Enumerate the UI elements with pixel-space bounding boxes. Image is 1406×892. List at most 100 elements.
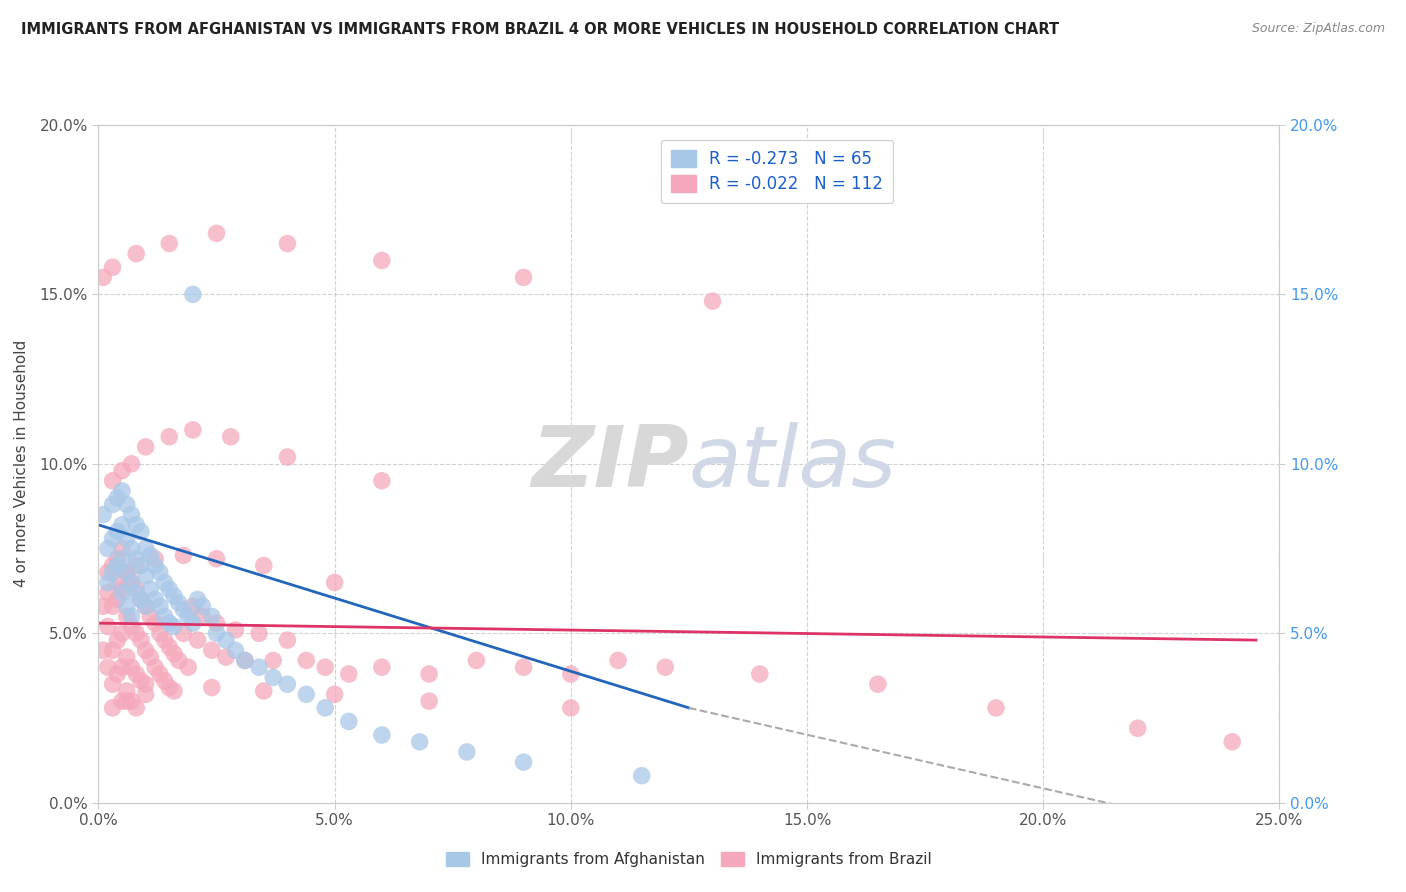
Point bbox=[177, 660, 200, 674]
Point bbox=[135, 599, 157, 614]
Point bbox=[337, 667, 360, 681]
Point bbox=[105, 575, 128, 590]
Text: Source: ZipAtlas.com: Source: ZipAtlas.com bbox=[1251, 22, 1385, 36]
Point bbox=[205, 626, 228, 640]
Point bbox=[748, 667, 770, 681]
Point bbox=[121, 619, 143, 633]
Point bbox=[125, 558, 148, 573]
Point bbox=[129, 592, 152, 607]
Point bbox=[253, 558, 276, 573]
Point bbox=[115, 532, 138, 546]
Point bbox=[101, 677, 124, 691]
Point bbox=[105, 491, 128, 505]
Point bbox=[97, 619, 120, 633]
Point bbox=[456, 745, 478, 759]
Y-axis label: 4 or more Vehicles in Household: 4 or more Vehicles in Household bbox=[14, 340, 28, 588]
Point bbox=[111, 585, 134, 599]
Point bbox=[111, 551, 134, 566]
Point bbox=[129, 633, 152, 648]
Point bbox=[181, 616, 204, 631]
Point bbox=[121, 457, 143, 471]
Point bbox=[167, 653, 190, 667]
Point bbox=[115, 609, 138, 624]
Point bbox=[105, 558, 128, 573]
Point bbox=[163, 589, 186, 603]
Point bbox=[181, 423, 204, 437]
Point bbox=[172, 602, 194, 616]
Point bbox=[139, 582, 162, 597]
Point bbox=[121, 575, 143, 590]
Point bbox=[135, 687, 157, 701]
Point bbox=[105, 633, 128, 648]
Point bbox=[149, 667, 172, 681]
Point bbox=[157, 640, 180, 654]
Point bbox=[97, 566, 120, 580]
Point bbox=[201, 609, 224, 624]
Point bbox=[97, 660, 120, 674]
Point bbox=[115, 684, 138, 698]
Point bbox=[97, 575, 120, 590]
Point bbox=[101, 260, 124, 275]
Point bbox=[172, 549, 194, 563]
Point bbox=[163, 619, 186, 633]
Point bbox=[371, 474, 394, 488]
Point bbox=[129, 524, 152, 539]
Point bbox=[276, 633, 298, 648]
Text: atlas: atlas bbox=[689, 422, 897, 506]
Point bbox=[224, 643, 246, 657]
Point bbox=[91, 508, 114, 522]
Point bbox=[101, 599, 124, 614]
Point bbox=[630, 769, 652, 783]
Point bbox=[101, 566, 124, 580]
Point bbox=[135, 677, 157, 691]
Point bbox=[149, 626, 172, 640]
Point bbox=[607, 653, 630, 667]
Point bbox=[111, 694, 134, 708]
Point bbox=[323, 687, 346, 701]
Point bbox=[121, 609, 143, 624]
Point bbox=[247, 626, 270, 640]
Point bbox=[191, 599, 214, 614]
Point bbox=[139, 609, 162, 624]
Point bbox=[121, 694, 143, 708]
Point bbox=[121, 575, 143, 590]
Point bbox=[201, 681, 224, 695]
Point bbox=[560, 667, 582, 681]
Point bbox=[276, 450, 298, 464]
Point bbox=[702, 294, 724, 309]
Point bbox=[181, 287, 204, 301]
Point bbox=[139, 650, 162, 665]
Point bbox=[111, 626, 134, 640]
Point bbox=[125, 551, 148, 566]
Point bbox=[135, 599, 157, 614]
Point bbox=[984, 701, 1007, 715]
Point bbox=[215, 650, 238, 665]
Point bbox=[149, 599, 172, 614]
Point bbox=[115, 566, 138, 580]
Point bbox=[314, 701, 336, 715]
Point bbox=[560, 701, 582, 715]
Point bbox=[323, 575, 346, 590]
Point bbox=[143, 592, 166, 607]
Point bbox=[153, 609, 176, 624]
Point bbox=[262, 653, 284, 667]
Point bbox=[101, 532, 124, 546]
Point bbox=[121, 660, 143, 674]
Text: IMMIGRANTS FROM AFGHANISTAN VS IMMIGRANTS FROM BRAZIL 4 OR MORE VEHICLES IN HOUS: IMMIGRANTS FROM AFGHANISTAN VS IMMIGRANT… bbox=[21, 22, 1059, 37]
Point bbox=[295, 653, 318, 667]
Point bbox=[371, 660, 394, 674]
Point bbox=[157, 616, 180, 631]
Point bbox=[105, 592, 128, 607]
Point bbox=[135, 568, 157, 582]
Point bbox=[129, 673, 152, 688]
Point bbox=[143, 551, 166, 566]
Point bbox=[247, 660, 270, 674]
Point bbox=[125, 582, 148, 597]
Point bbox=[371, 728, 394, 742]
Point bbox=[135, 643, 157, 657]
Point bbox=[115, 694, 138, 708]
Point bbox=[191, 609, 214, 624]
Point bbox=[512, 755, 534, 769]
Point bbox=[205, 616, 228, 631]
Point bbox=[97, 541, 120, 556]
